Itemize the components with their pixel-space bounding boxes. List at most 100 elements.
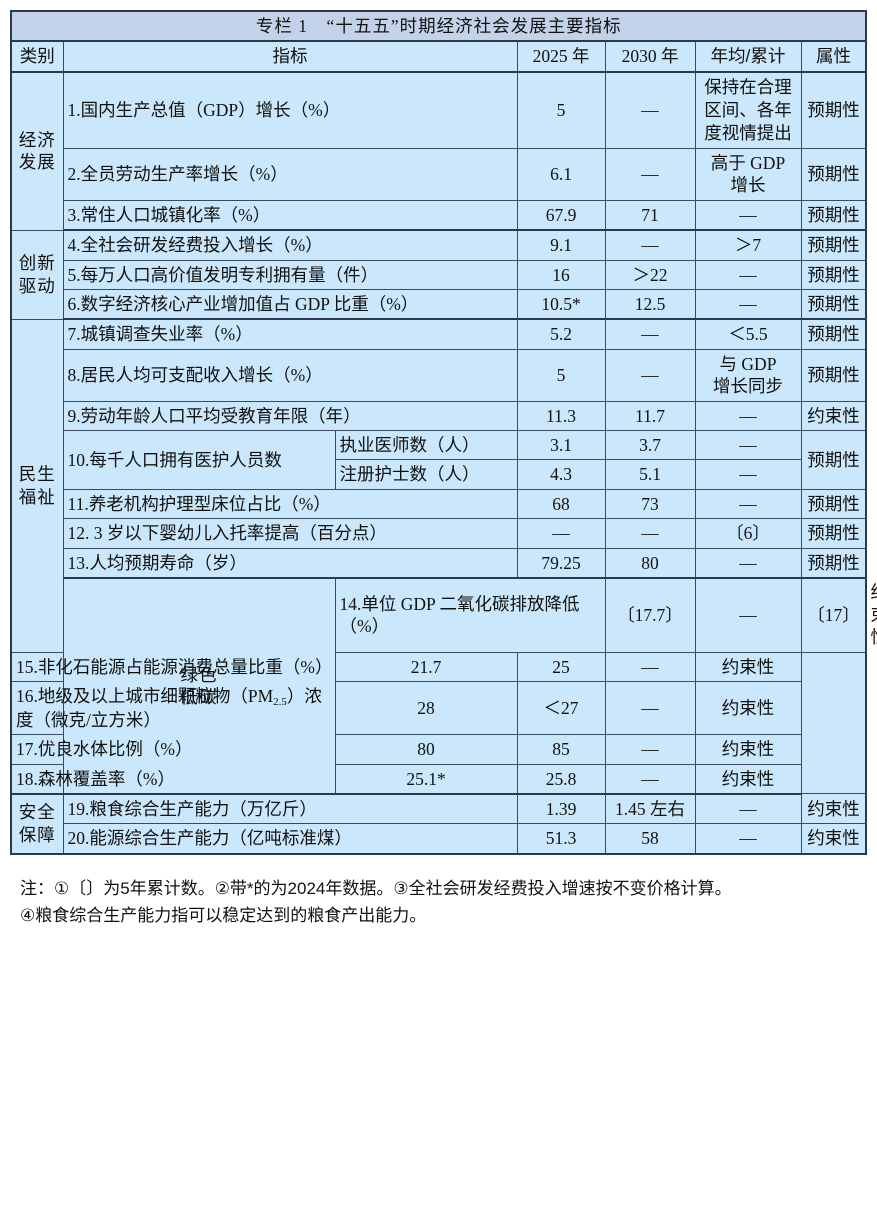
value-attribute: 约束性 [800,793,867,825]
value-2025: 5.2 [516,318,606,350]
value-2030: — [604,229,696,261]
value-attribute: 预期性 [800,70,867,150]
indicator-label: 10.每千人口拥有医护人员数 [62,429,336,490]
value-2025: 11.3 [516,400,606,431]
indicator-label-pm25: 16.地级及以上城市细颗粒物（PM2.5）浓度（微克/立方米） [10,680,336,736]
indicator-label: 6.数字经济核心产业增加值占 GDP 比重（%） [62,289,518,321]
value-attribute: 约束性 [694,763,802,795]
table-header-row: 类别 指标 2025 年 2030 年 年均/累计 属性 [10,40,867,73]
value-2030: 11.7 [604,400,696,431]
value-2030: 71 [604,199,696,232]
indicator-label: 20.能源综合生产能力（亿吨标准煤） [62,823,518,855]
value-attribute: 约束性 [800,400,867,431]
value-attribute: 预期性 [800,547,867,579]
indicator-label: 15.非化石能源占能源消费总量比重（%） [10,651,336,682]
value-avg: — [694,429,802,461]
footnote-line-2: ④粮食综合生产能力指可以稳定达到的粮食产出能力。 [20,906,427,926]
value-2030: — [604,70,696,150]
value-attribute: 预期性 [800,199,867,232]
value-2025: 21.7 [334,651,518,682]
table-row: 11.养老机构护理型床位占比（%） 68 73 — 预期性 [11,488,867,520]
indicator-label: 4.全社会研发经费投入增长（%） [62,229,518,261]
indicator-label: 13.人均预期寿命（岁） [62,547,518,579]
value-2025: 1.39 [516,793,606,825]
table-row: 3.常住人口城镇化率（%） 67.9 71 — 预期性 [11,199,867,232]
table-row: 9.劳动年龄人口平均受教育年限（年） 11.3 11.7 — 约束性 [11,400,867,431]
value-avg: 〔17〕 [800,577,867,653]
indicator-text-pre: 16.地级及以上城市细颗粒物（PM [16,685,274,706]
page-title: 专栏 1 “十五五”时期经济社会发展主要指标 [10,10,867,43]
value-attribute: 预期性 [800,488,867,520]
indicator-label: 9.劳动年龄人口平均受教育年限（年） [62,400,518,431]
value-avg: — [694,400,802,431]
value-2030: 3.7 [604,429,696,461]
value-2025: 67.9 [516,199,606,232]
sub-indicator-label-doctors: 执业医师数（人） [334,429,518,461]
value-attribute: 预期性 [800,148,867,201]
indicator-label: 14.单位 GDP 二氧化碳排放降低（%） [334,577,606,653]
value-attribute: 约束性 [694,680,802,736]
value-2025: 〔17.7〕 [604,577,696,653]
value-avg: 与 GDP 增长同步 [694,348,802,402]
table-title-row: 专栏 1 “十五五”时期经济社会发展主要指标 [10,10,867,43]
category-cell-innovation: 创新 驱动 [10,229,64,320]
value-2025: — [516,518,606,549]
value-attribute: 预期性 [800,429,867,490]
value-2025: 28 [334,680,518,736]
value-attribute: 预期性 [800,229,867,261]
value-2030: 25 [516,651,606,682]
value-avg: — [604,734,696,765]
pm25-subscript: 2.5 [273,695,287,708]
value-avg: 〔6〕 [694,518,802,549]
value-avg: — [694,289,802,321]
value-2025: 5 [516,70,606,150]
value-avg: — [604,680,696,736]
table-row: 10.每千人口拥有医护人员数 执业医师数（人） 3.1 3.7 — 预期性 [11,429,867,490]
table-row: 6.数字经济核心产业增加值占 GDP 比重（%） 10.5* 12.5 — 预期… [11,289,867,321]
value-2025: 51.3 [516,823,606,855]
table-row: 民生 福祉 7.城镇调查失业率（%） 5.2 — ＜5.5 预期性 [10,318,867,653]
value-2025: 6.1 [516,148,606,201]
indicator-label: 17.优良水体比例（%） [10,734,336,765]
value-2030: ＞22 [604,259,696,291]
category-cell-security: 安全 保障 [10,793,64,855]
value-attribute: 预期性 [800,259,867,291]
table-row: 17.优良水体比例（%） 80 85 — 约束性 [10,734,866,765]
column-header-avg-cumulative: 年均/累计 [694,40,802,73]
value-2025: 5 [516,348,606,402]
table-row: 15.非化石能源占能源消费总量比重（%） 21.7 25 — 约束性 [10,651,866,682]
value-avg: ＜5.5 [694,318,802,350]
table-row: 经济 发展 1.国内生产总值（GDP）增长（%） 5 — 保持在合理区间、各年度… [10,70,867,231]
table-row: 绿色 低碳 14.单位 GDP 二氧化碳排放降低（%） 〔17.7〕 — 〔17… [11,577,877,795]
table-row: 18.森林覆盖率（%） 25.1* 25.8 — 约束性 [10,763,866,795]
indicator-label: 8.居民人均可支配收入增长（%） [62,348,518,402]
indicator-label: 1.国内生产总值（GDP）增长（%） [62,70,518,150]
table-row: 8.居民人均可支配收入增长（%） 5 — 与 GDP 增长同步 预期性 [11,348,867,402]
value-2030: 58 [604,823,696,855]
category-cell-economy: 经济 发展 [10,71,64,231]
table-row: 5.每万人口高价值发明专利拥有量（件） 16 ＞22 — 预期性 [11,259,867,291]
indicator-label: 7.城镇调查失业率（%） [62,318,518,350]
value-avg: — [694,547,802,579]
table-row: 安全 保障 19.粮食综合生产能力（万亿斤） 1.39 1.45 左右 — 约束… [10,793,867,855]
value-2025: 4.3 [516,459,606,490]
table-row: 2.全员劳动生产率增长（%） 6.1 — 高于 GDP 增长 预期性 [11,148,867,201]
indicator-label: 11.养老机构护理型床位占比（%） [62,488,518,520]
value-2025: 16 [516,259,606,291]
column-header-2025: 2025 年 [516,40,606,73]
value-2030: 25.8 [516,763,606,795]
table-footnote: 注：①〔〕为5年累计数。②带*的为2024年数据。③全社会研发经费投入增速按不变… [10,875,867,930]
footnote-line-1: 注：①〔〕为5年累计数。②带*的为2024年数据。③全社会研发经费投入增速按不变… [20,878,732,898]
value-attribute: 预期性 [800,518,867,549]
value-avg: — [604,651,696,682]
indicator-label: 18.森林覆盖率（%） [10,763,336,795]
value-2025: 80 [334,734,518,765]
sub-indicator-label-nurses: 注册护士数（人） [334,459,518,490]
value-attribute: 约束性 [694,734,802,765]
indicators-table: 专栏 1 “十五五”时期经济社会发展主要指标 类别 指标 2025 年 2030… [10,10,877,855]
category-cell-livelihood: 民生 福祉 [10,318,64,653]
value-avg: — [694,823,802,855]
value-attribute: 预期性 [800,318,867,350]
value-2030: 5.1 [604,459,696,490]
